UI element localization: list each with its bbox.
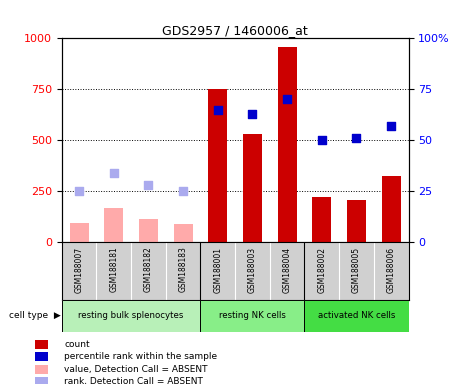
Text: resting NK cells: resting NK cells [219, 311, 286, 320]
Bar [62, 300, 200, 331]
Text: activated NK cells: activated NK cells [318, 311, 395, 320]
Bar [347, 200, 366, 242]
Point [249, 111, 256, 117]
Bar [69, 223, 89, 242]
Point [353, 135, 361, 141]
Bar [312, 197, 332, 242]
Bar [35, 352, 48, 361]
Text: rank, Detection Call = ABSENT: rank, Detection Call = ABSENT [64, 377, 203, 384]
Text: resting bulk splenocytes: resting bulk splenocytes [78, 311, 184, 320]
Point [318, 137, 326, 143]
Bar [139, 218, 158, 242]
Bar [304, 300, 408, 331]
Text: GSM188001: GSM188001 [213, 247, 222, 293]
Text: GSM188181: GSM188181 [109, 247, 118, 292]
Bar [243, 134, 262, 242]
Point [214, 107, 221, 113]
Bar [35, 377, 48, 384]
Text: GSM188004: GSM188004 [283, 247, 292, 293]
Point [180, 188, 187, 194]
Bar [35, 364, 48, 374]
Bar [381, 176, 401, 242]
Text: cell type  ▶: cell type ▶ [10, 311, 61, 320]
Text: value, Detection Call = ABSENT: value, Detection Call = ABSENT [64, 364, 208, 374]
Point [388, 123, 395, 129]
Bar [35, 339, 48, 349]
Text: GSM188006: GSM188006 [387, 247, 396, 293]
Text: GSM188005: GSM188005 [352, 247, 361, 293]
Bar [104, 209, 124, 242]
Point [144, 182, 152, 188]
Point [75, 188, 83, 194]
Bar [173, 223, 193, 242]
Text: percentile rank within the sample: percentile rank within the sample [64, 352, 218, 361]
Text: GSM188183: GSM188183 [179, 247, 188, 292]
Text: GSM188007: GSM188007 [75, 247, 84, 293]
Text: GSM188182: GSM188182 [144, 247, 153, 292]
Bar [200, 300, 304, 331]
Point [283, 96, 291, 103]
Text: count: count [64, 339, 90, 349]
Point [110, 170, 118, 176]
Bar [277, 46, 297, 242]
Text: GSM188002: GSM188002 [317, 247, 326, 293]
Text: GSM188003: GSM188003 [248, 247, 257, 293]
Bar [208, 89, 228, 242]
Title: GDS2957 / 1460006_at: GDS2957 / 1460006_at [162, 24, 308, 37]
